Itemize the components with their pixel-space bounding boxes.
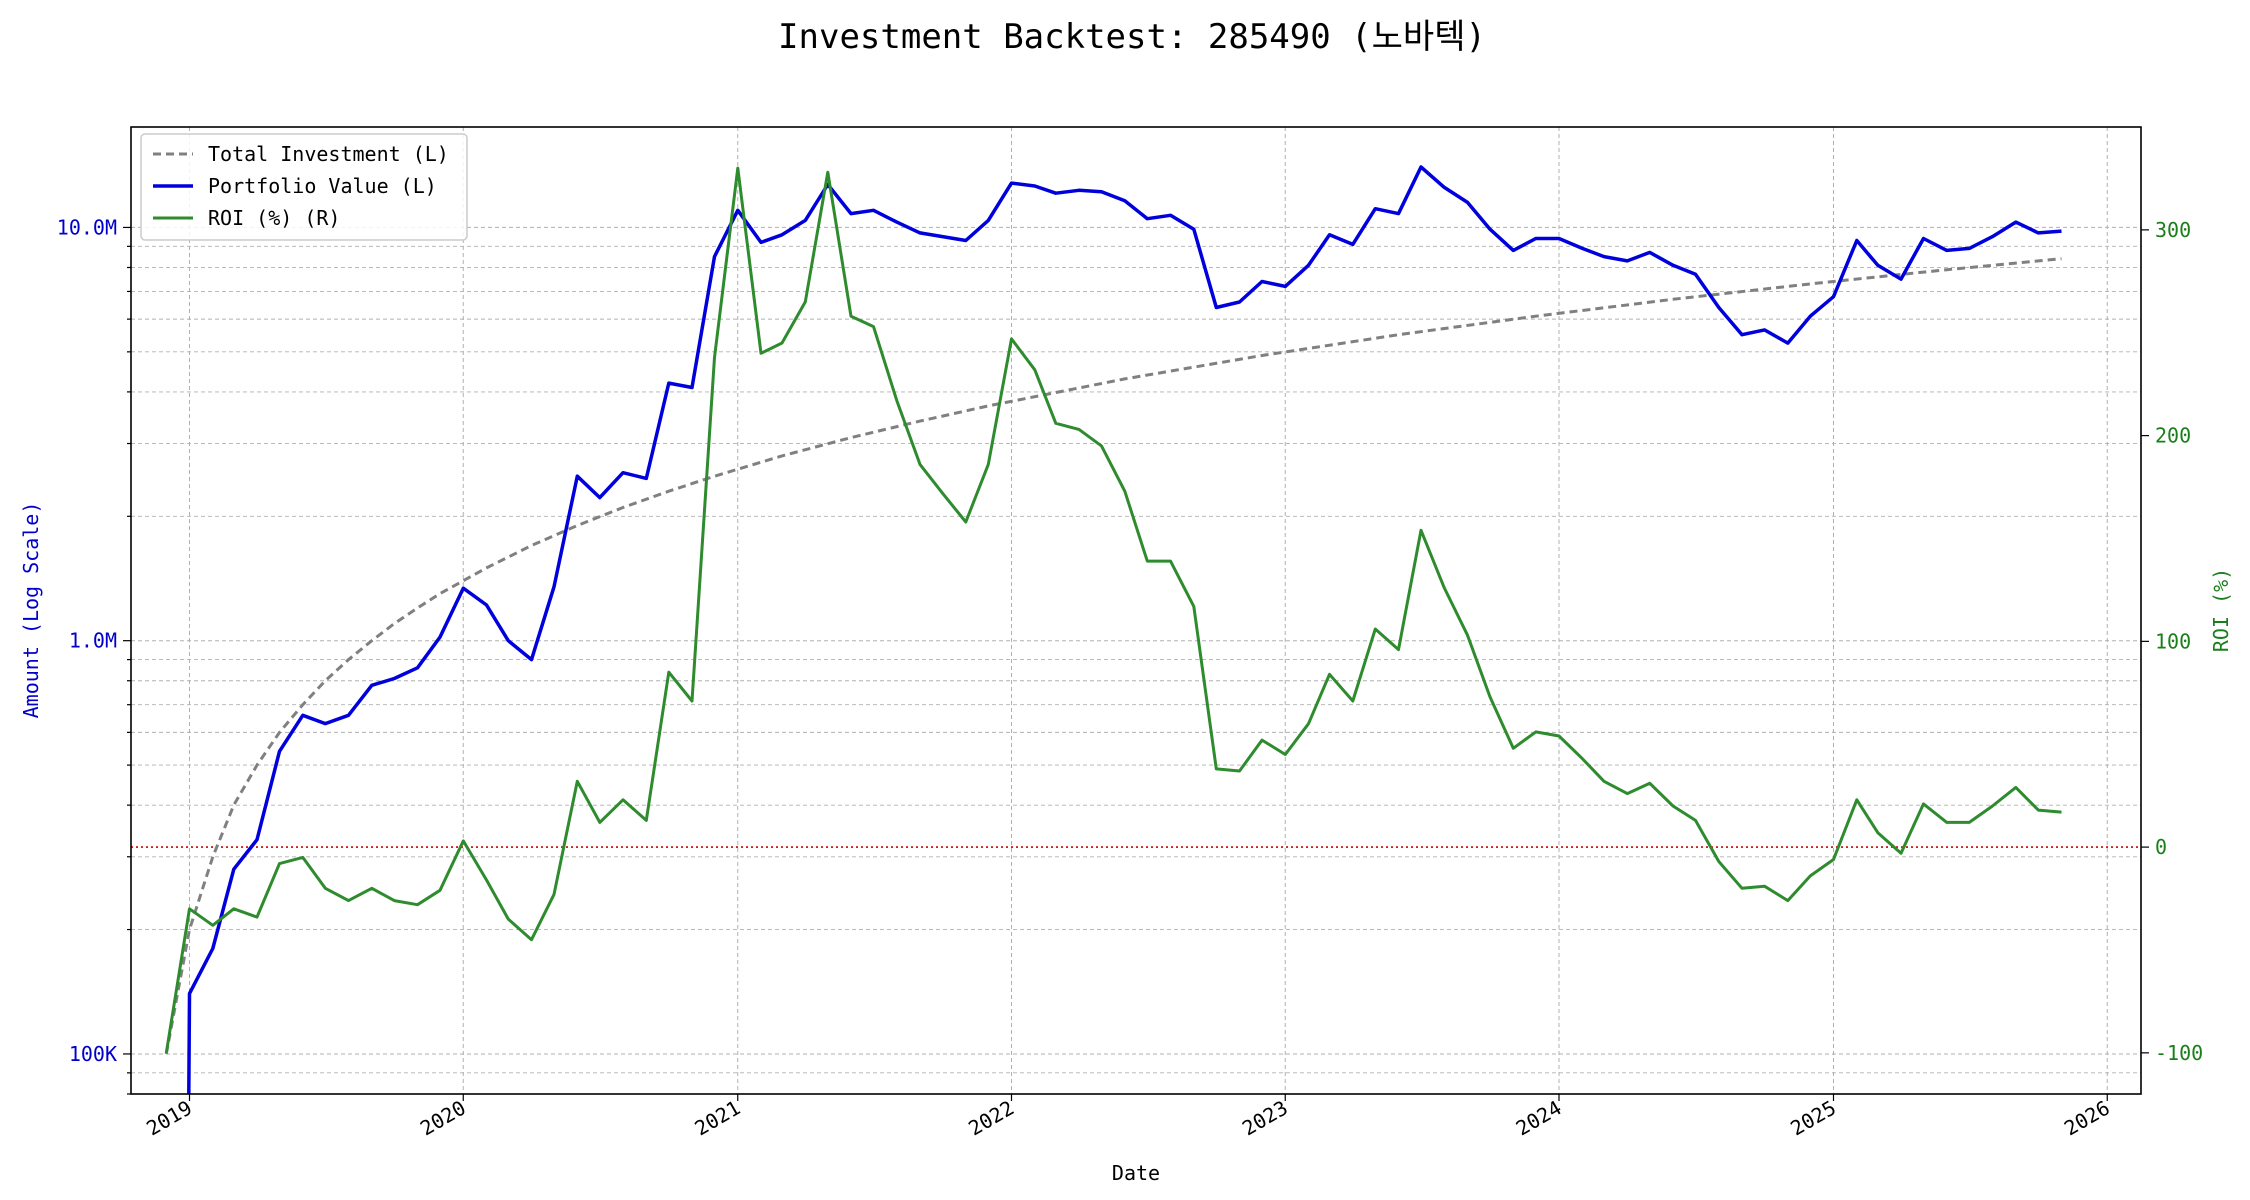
y-axis-left-label: Amount (Log Scale) <box>19 502 43 719</box>
y-right-tick-label: 0 <box>2155 835 2167 859</box>
plot-background <box>131 127 2141 1094</box>
portfolio-value-line <box>187 165 2062 1094</box>
x-tick-label: 2026 <box>2060 1096 2114 1141</box>
total-investment-line <box>164 257 2062 1055</box>
y-left-tick-label: 10.0M <box>57 215 117 239</box>
legend-label-portfolio-value: Portfolio Value (L) <box>208 174 437 198</box>
series-layer <box>164 165 2062 1094</box>
plot-frame <box>130 126 2142 1095</box>
roi-line <box>164 166 2062 1054</box>
y-left-tick-label: 1.0M <box>69 629 117 653</box>
y-right-tick-label: 200 <box>2155 424 2191 448</box>
y-right-tick-label: 300 <box>2155 218 2191 242</box>
y-axis-right-label: ROI (%) <box>2209 568 2233 652</box>
x-axis: 2019 2020 2021 2022 2023 2024 2025 2026 <box>142 1094 2114 1141</box>
chart-title: Investment Backtest: 285490 (노바텍) <box>778 17 1486 57</box>
x-tick-label: 2025 <box>1786 1096 1840 1141</box>
x-tick-label: 2021 <box>691 1096 745 1141</box>
x-tick-label: 2024 <box>1512 1096 1566 1141</box>
legend-label-roi: ROI (%) (R) <box>208 206 340 230</box>
legend-label-total-investment: Total Investment (L) <box>208 142 449 166</box>
y-axis-right: -100 0 100 200 300 <box>2141 218 2203 1065</box>
x-axis-label: Date <box>1112 1161 1160 1185</box>
y-left-tick-label: 100K <box>69 1042 117 1066</box>
y-axis-left: 100K 1.0M 10.0M <box>57 215 131 1095</box>
legend-box <box>140 133 468 241</box>
x-tick-label: 2019 <box>142 1096 196 1141</box>
x-tick-label: 2020 <box>416 1096 470 1141</box>
legend: Total Investment (L) Portfolio Value (L)… <box>140 133 468 241</box>
x-tick-label: 2022 <box>964 1096 1018 1141</box>
y-right-tick-label: 100 <box>2155 629 2191 653</box>
x-tick-label: 2023 <box>1238 1096 1292 1141</box>
y-right-tick-label: -100 <box>2155 1041 2203 1065</box>
